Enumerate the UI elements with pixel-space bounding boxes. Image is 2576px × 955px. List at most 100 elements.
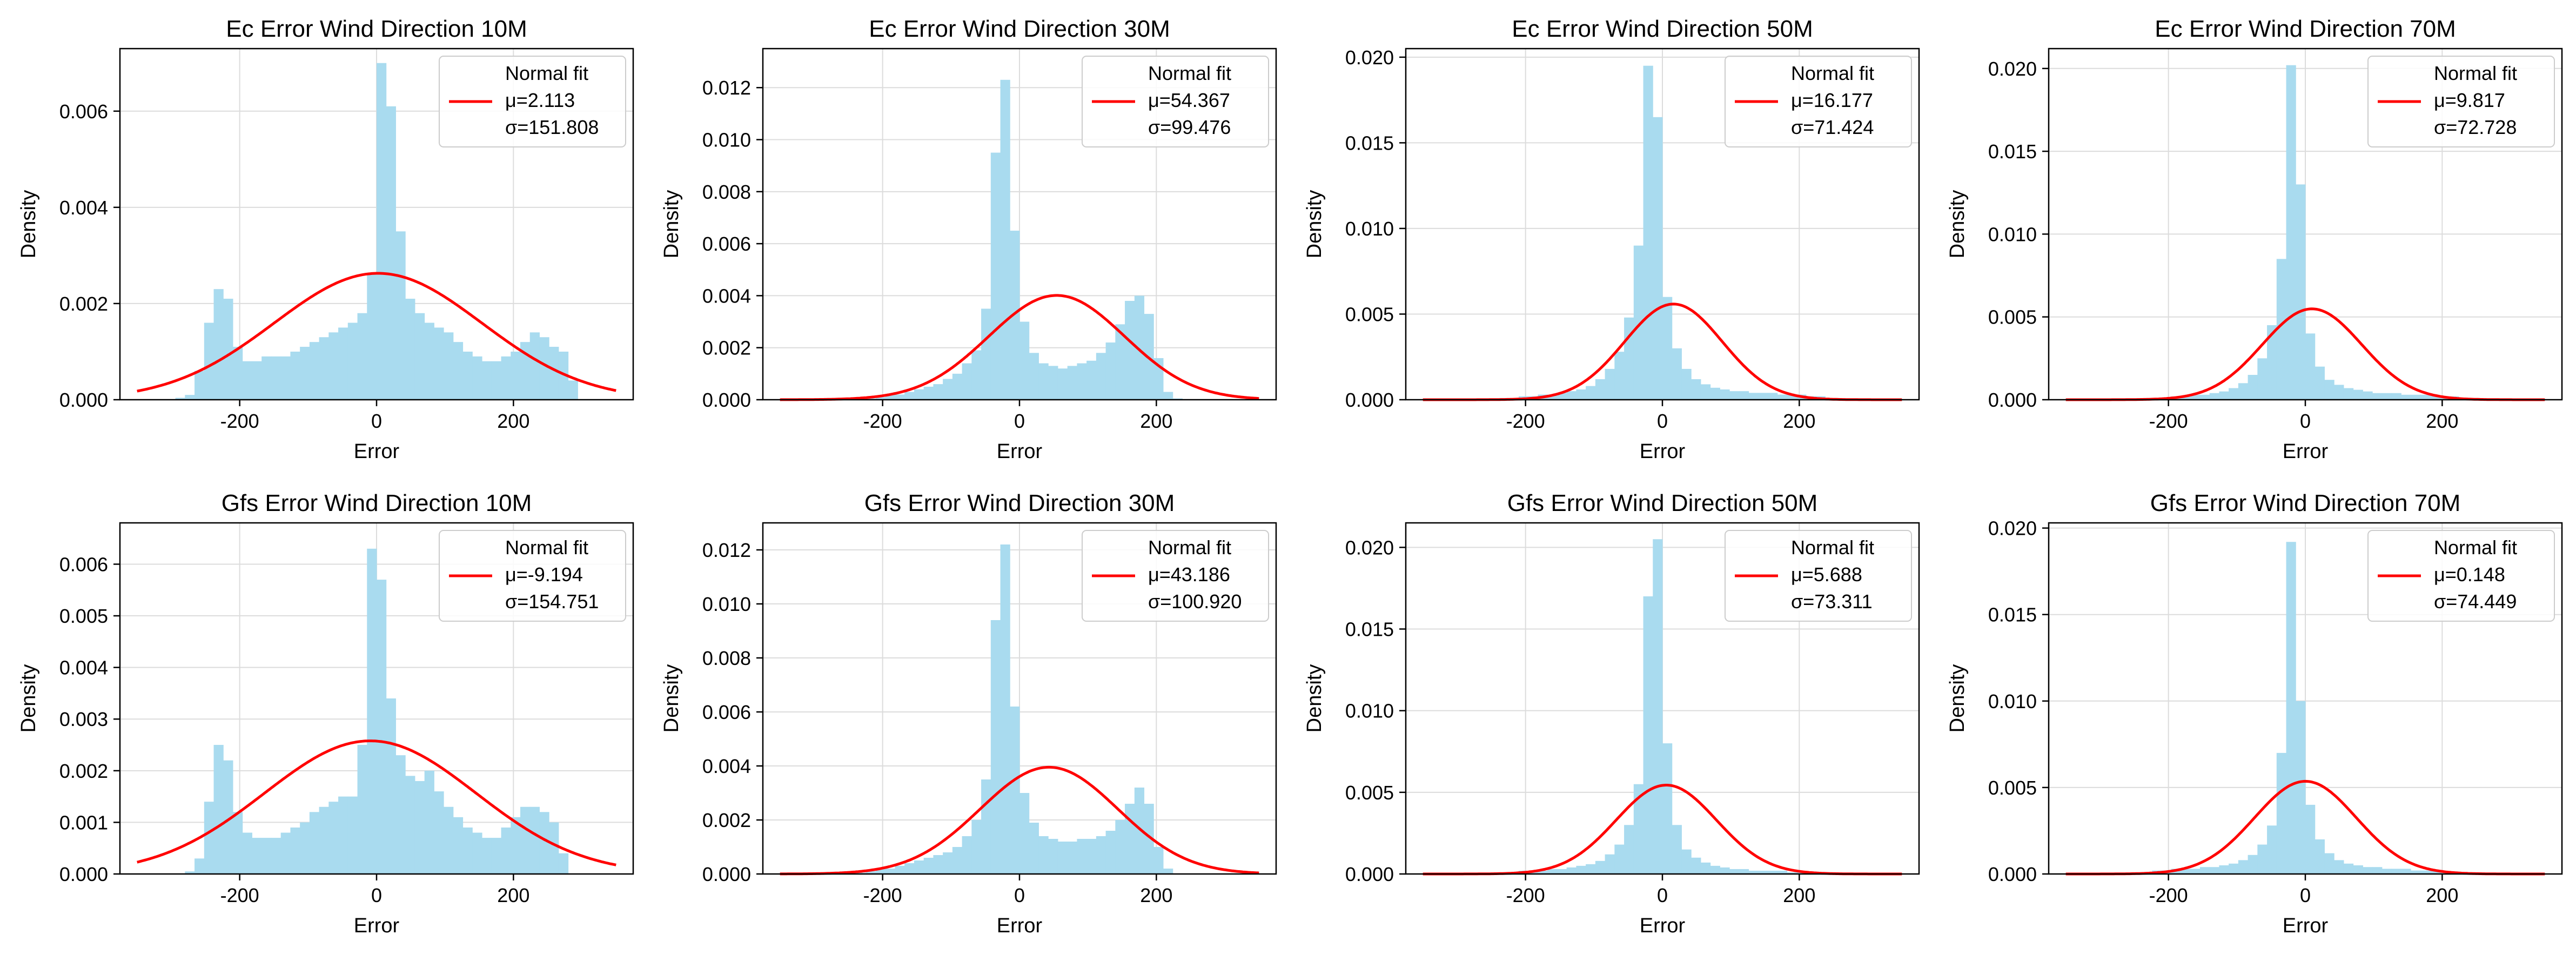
histogram-bar (1077, 839, 1087, 874)
histogram-bar (1115, 820, 1125, 874)
histogram-bar (1595, 860, 1606, 874)
histogram-bar (539, 812, 549, 874)
legend-sigma: σ=100.920 (1148, 590, 1242, 613)
histogram-bar (885, 869, 895, 874)
histogram-bar (511, 817, 521, 874)
histogram-bar (501, 827, 511, 874)
histogram-bar (453, 817, 464, 874)
x-axis-label: Error (354, 914, 400, 937)
histogram-bar (444, 806, 454, 874)
histogram-bar (414, 781, 425, 874)
histogram-bar (1614, 844, 1625, 874)
histogram-bars (1490, 65, 1845, 400)
histogram-bar (414, 313, 425, 400)
histogram-bar (895, 394, 905, 400)
histogram-bar (444, 332, 454, 400)
histogram-bar (1000, 544, 1010, 874)
histogram-bar (1739, 869, 1749, 874)
legend-sigma: σ=151.808 (505, 116, 599, 138)
histogram-bar (962, 363, 972, 400)
legend: Normal fit μ=54.367 σ=99.476 (1082, 56, 1269, 147)
y-tick-label: 0.012 (702, 77, 751, 99)
histogram-bar (2430, 870, 2440, 874)
histogram-bar (1777, 870, 1788, 874)
x-tick-label: -200 (863, 884, 902, 906)
legend-mu: μ=43.186 (1148, 563, 1230, 586)
histogram-bar (453, 342, 464, 400)
histogram-bar (328, 332, 339, 400)
histogram-bar (261, 356, 272, 400)
histogram-bar (290, 351, 300, 400)
y-tick-label: 0.008 (702, 181, 751, 203)
histogram-bar (213, 745, 224, 874)
histogram-bar (482, 838, 492, 874)
histogram-bar (2343, 863, 2354, 874)
legend-box (1725, 530, 1912, 622)
histogram-bar (981, 779, 991, 874)
histogram-bar (290, 827, 300, 874)
histogram-bar (2401, 394, 2411, 400)
histogram-bar (2209, 867, 2219, 874)
legend-sigma: σ=99.476 (1148, 116, 1231, 138)
histogram-bar (319, 806, 329, 874)
histogram-bar (204, 322, 214, 400)
x-tick-label: 200 (1783, 410, 1815, 432)
y-tick-label: 0.000 (1345, 863, 1394, 885)
histogram-bar (1576, 865, 1586, 874)
histogram-bar (529, 332, 540, 400)
histogram-bar (2382, 869, 2392, 874)
legend-label: Normal fit (2434, 62, 2517, 84)
subplot-8: -200 0 200 0.000 0.005 0.010 0.015 0.020 Gfs Err… (1946, 490, 2563, 937)
histogram-bar (434, 791, 444, 874)
histogram-bar (1547, 869, 1558, 874)
y-tick-label: 0.004 (702, 285, 751, 307)
normal-fit-curve (137, 739, 616, 866)
histogram-bar (2181, 869, 2191, 874)
histogram-bar (990, 620, 1001, 874)
histogram-bar (2199, 867, 2210, 874)
histogram-bar (1586, 864, 1596, 874)
histogram-bar (1144, 804, 1154, 874)
histogram-bar (1153, 847, 1164, 874)
histogram-bar (175, 398, 185, 400)
histogram-bar (2248, 855, 2258, 874)
y-axis-label: Density (660, 190, 683, 259)
y-tick-label: 0.000 (59, 863, 108, 885)
y-tick-label: 0.005 (1988, 777, 2037, 799)
y-tick-label: 0.006 (702, 701, 751, 723)
histogram-bar (914, 389, 924, 400)
y-tick-label: 0.005 (1345, 782, 1394, 804)
histogram-bar (367, 274, 377, 400)
histogram-bar (1768, 870, 1778, 874)
legend-label: Normal fit (2434, 536, 2517, 559)
histogram-bar (2324, 380, 2335, 400)
legend-mu: μ=2.113 (505, 89, 575, 111)
subplot-6: -200 0 200 0.000 0.002 0.004 0.006 0.008 0.010 0.… (660, 490, 1277, 937)
histogram-bar (2391, 393, 2401, 400)
histogram-bar (876, 397, 886, 400)
histogram-bar (434, 327, 444, 400)
y-tick-label: 0.010 (1988, 223, 2037, 245)
histogram-bar (1787, 872, 1797, 874)
histogram-bar (990, 152, 1001, 400)
histogram-bar (1010, 707, 1020, 874)
legend-mu: μ=9.817 (2434, 89, 2505, 111)
histogram-bar (377, 63, 387, 400)
histogram-bar (280, 356, 291, 400)
histogram-bar (1086, 839, 1097, 874)
histogram-bar (2238, 383, 2249, 400)
x-tick-label: 200 (497, 884, 529, 906)
histogram-bar (1653, 539, 1663, 874)
subplot-title: Ec Error Wind Direction 30M (869, 16, 1170, 42)
x-axis-label: Error (2283, 914, 2329, 937)
x-axis-label: Error (1640, 914, 1686, 937)
histogram-bar (1662, 297, 1673, 400)
histogram-bar (2199, 394, 2210, 400)
histogram-bar (1633, 245, 1644, 400)
histogram-bar (511, 351, 521, 400)
y-tick-label: 0.002 (59, 293, 108, 315)
y-tick-label: 0.003 (59, 708, 108, 730)
histogram-bar (2296, 184, 2306, 400)
histogram-bar (520, 806, 531, 874)
